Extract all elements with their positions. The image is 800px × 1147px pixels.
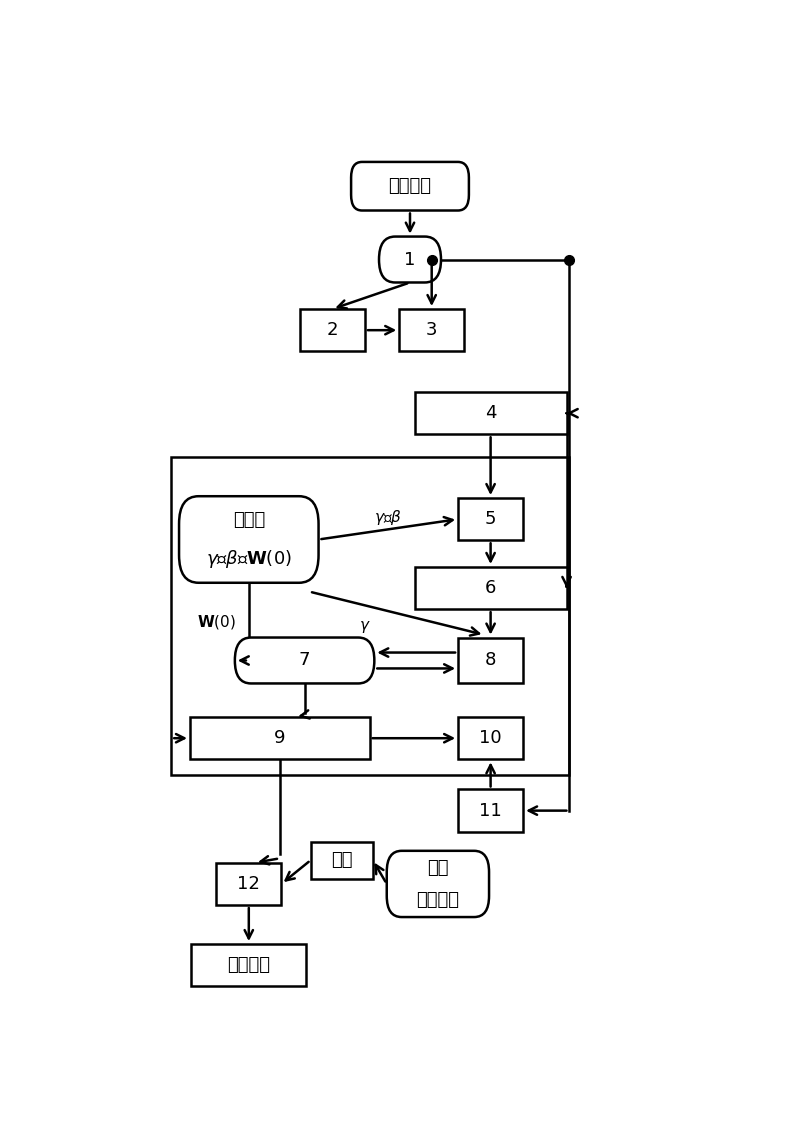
FancyBboxPatch shape bbox=[310, 842, 373, 879]
FancyBboxPatch shape bbox=[379, 236, 441, 282]
Text: $\mathbf{W}$(0): $\mathbf{W}$(0) bbox=[197, 612, 236, 631]
Text: 8: 8 bbox=[485, 651, 496, 670]
Text: 1: 1 bbox=[404, 250, 416, 268]
Text: 9: 9 bbox=[274, 729, 286, 747]
Bar bbox=[171, 458, 570, 775]
Text: 10: 10 bbox=[479, 729, 502, 747]
Text: 门限: 门限 bbox=[331, 851, 353, 869]
Text: $\gamma$: $\gamma$ bbox=[359, 619, 371, 635]
Text: 6: 6 bbox=[485, 579, 496, 598]
FancyBboxPatch shape bbox=[216, 863, 282, 905]
FancyBboxPatch shape bbox=[179, 497, 318, 583]
FancyBboxPatch shape bbox=[458, 789, 523, 832]
Text: 2: 2 bbox=[326, 321, 338, 340]
Text: 11: 11 bbox=[479, 802, 502, 820]
FancyBboxPatch shape bbox=[191, 944, 306, 986]
Text: $\gamma$、$\beta$: $\gamma$、$\beta$ bbox=[374, 508, 402, 526]
FancyBboxPatch shape bbox=[190, 717, 370, 759]
Text: 虚警概率: 虚警概率 bbox=[417, 891, 459, 908]
Text: 4: 4 bbox=[485, 404, 496, 422]
FancyBboxPatch shape bbox=[414, 392, 566, 435]
Text: 7: 7 bbox=[299, 651, 310, 670]
FancyBboxPatch shape bbox=[458, 638, 523, 684]
Text: 3: 3 bbox=[426, 321, 438, 340]
Text: 初始値: 初始値 bbox=[233, 512, 265, 529]
FancyBboxPatch shape bbox=[300, 309, 365, 351]
Text: 给定: 给定 bbox=[427, 859, 449, 877]
Text: 12: 12 bbox=[238, 875, 260, 892]
FancyBboxPatch shape bbox=[414, 567, 566, 609]
FancyBboxPatch shape bbox=[351, 162, 469, 211]
FancyBboxPatch shape bbox=[386, 851, 489, 918]
Text: 判决结果: 判决结果 bbox=[227, 957, 270, 974]
FancyBboxPatch shape bbox=[235, 638, 374, 684]
Text: 5: 5 bbox=[485, 510, 496, 528]
Text: $\gamma$、$\beta$、$\mathbf{W}$(0): $\gamma$、$\beta$、$\mathbf{W}$(0) bbox=[206, 548, 292, 570]
FancyBboxPatch shape bbox=[399, 309, 464, 351]
Text: 回波信号: 回波信号 bbox=[389, 178, 431, 195]
FancyBboxPatch shape bbox=[458, 498, 523, 540]
FancyBboxPatch shape bbox=[458, 717, 523, 759]
